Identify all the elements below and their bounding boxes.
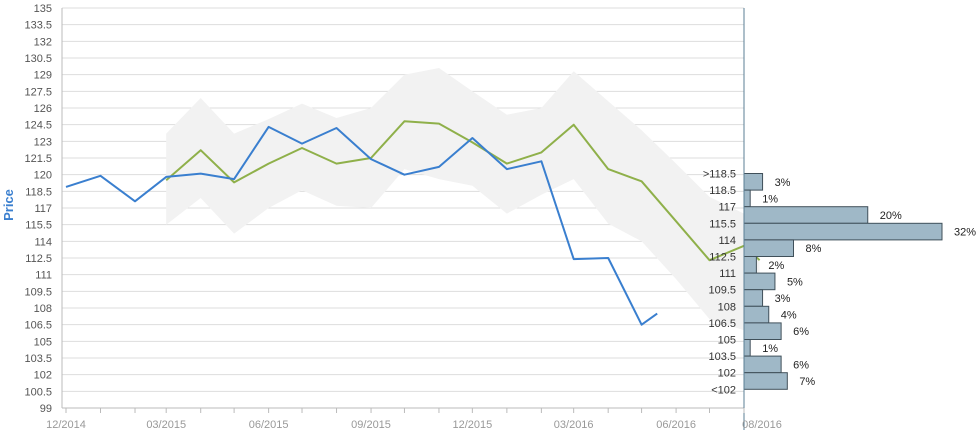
histogram-percent-label: 32% (954, 227, 976, 239)
y-tick-label: 135 (34, 3, 52, 15)
histogram-bar (743, 355, 782, 374)
histogram-bar (743, 173, 764, 191)
histogram-bar (743, 289, 764, 307)
x-tick-label: 03/2015 (146, 419, 186, 431)
price-line (65, 125, 658, 326)
histogram-bin-label: 108 (718, 301, 736, 313)
x-tick-label: 12/2014 (46, 419, 86, 431)
histogram-bar (743, 372, 788, 390)
x-tick-label: 09/2015 (351, 419, 391, 431)
histogram-percent-label: 3% (775, 293, 791, 305)
y-tick-label: 118.5 (25, 186, 52, 198)
histogram-percent-label: 20% (880, 210, 902, 222)
series-lines (65, 120, 761, 326)
y-tick-label: 123 (34, 136, 52, 148)
x-tick-label: 06/2016 (656, 419, 696, 431)
histogram-bin-label: 114 (718, 235, 736, 247)
axes: 99 100.5 102 103.5 105 106.5 108 109.5 111 112.5 1… (24, 3, 781, 431)
histogram-percent-label: 1% (762, 343, 778, 355)
y-tick-label: 129 (34, 70, 52, 82)
y-tick-label: 100.5 (24, 386, 52, 398)
histogram-bin-label: 115.5 (709, 218, 736, 230)
y-tick-label: 99 (40, 403, 52, 415)
y-tick-label: 105 (34, 336, 52, 348)
band-area (166, 68, 760, 331)
y-axis-title: Price (1, 189, 16, 221)
forecast-band (166, 68, 760, 331)
y-tick-label: 111 (35, 270, 52, 282)
histogram-bin-label: 106.5 (708, 318, 736, 330)
histogram-bar (743, 305, 770, 324)
y-tick-label: 108 (34, 303, 52, 315)
histogram-percent-label: 4% (781, 310, 797, 322)
y-tick-label: 127.5 (24, 86, 52, 98)
y-tick-label: 115.5 (25, 220, 52, 232)
x-tick-label: 06/2015 (249, 419, 289, 431)
histogram-bin-label: >118.5 (703, 169, 736, 181)
histogram-bin-label: 111 (719, 268, 736, 280)
histogram-bin-label: 109.5 (708, 285, 736, 297)
histogram-bin-label: 102 (718, 368, 736, 380)
x-tick-label: 12/2015 (452, 419, 492, 431)
histogram-percent-label: 7% (799, 376, 815, 388)
histogram-bar (743, 272, 776, 291)
y-tick-label: 130.5 (24, 53, 52, 65)
histogram-bar (743, 189, 751, 208)
y-tick-label: 114 (34, 236, 52, 248)
histogram-percent-label: 6% (793, 359, 809, 371)
y-tick-label: 109.5 (24, 286, 52, 298)
histogram: 3% 1% 20% 32% 8% 2%5% 3% 4% 6% 1% 6% 7% >118.5 118.5 1… (703, 169, 976, 397)
histogram-bar (743, 222, 943, 241)
histogram-percent-label: 2% (768, 260, 784, 272)
y-tick-label: 112.5 (25, 253, 52, 265)
histogram-bar (743, 256, 757, 274)
y-tick-label: 120 (34, 170, 52, 182)
histogram-bin-label: <102 (711, 384, 736, 396)
histogram-bin-label: 112.5 (709, 252, 736, 264)
y-tick-label: 103.5 (24, 353, 52, 365)
histogram-percent-label: 3% (775, 177, 791, 189)
y-tick-label: 117 (34, 203, 52, 215)
y-tick-label: 124.5 (24, 120, 52, 132)
y-tick-label: 132 (34, 36, 52, 48)
x-tick-label: 08/2016 (742, 419, 782, 431)
y-tick-label: 133.5 (24, 20, 52, 32)
histogram-bar (743, 322, 782, 340)
y-tick-label: 106.5 (24, 320, 52, 332)
histogram-bin-label: 103.5 (708, 351, 736, 363)
x-tick-label: 03/2016 (554, 419, 594, 431)
histogram-bin-label: 105 (718, 335, 736, 347)
histogram-bar (743, 339, 751, 357)
histogram-bar (743, 206, 869, 224)
histogram-percent-label: 8% (806, 243, 822, 255)
y-tick-label: 102 (34, 370, 52, 382)
histogram-percent-label: 5% (787, 276, 803, 288)
histogram-bar (743, 239, 794, 257)
histogram-percent-label: 6% (793, 326, 809, 338)
forecast-line (165, 120, 761, 262)
histogram-bin-label: 118.5 (709, 185, 736, 197)
y-tick-label: 126 (34, 103, 52, 115)
histogram-bin-label: 117 (718, 202, 736, 214)
y-tick-label: 121.5 (24, 153, 52, 165)
histogram-percent-label: 1% (762, 193, 778, 205)
